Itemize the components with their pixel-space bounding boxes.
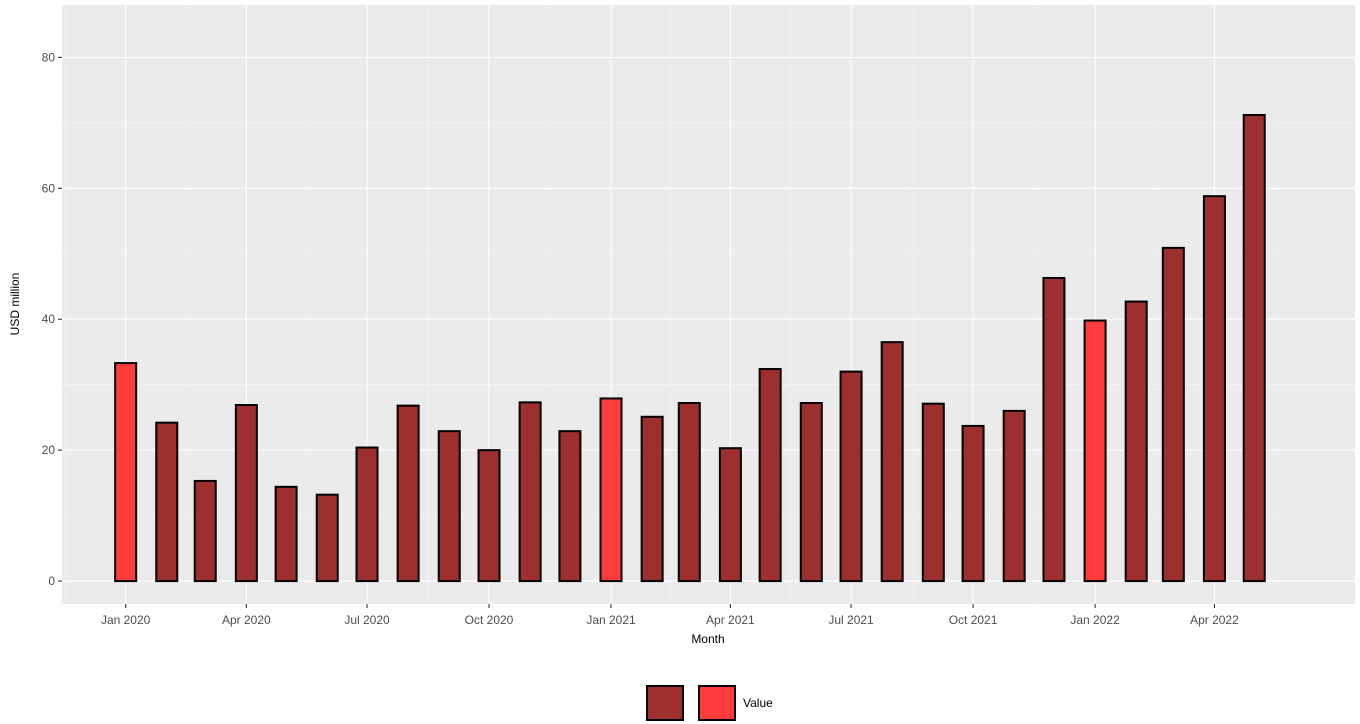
bar [1124, 300, 1148, 583]
bar [558, 430, 582, 583]
bar [880, 341, 904, 583]
bar [640, 415, 664, 583]
legend-key [698, 685, 736, 721]
y-tick-label: 60 [42, 181, 56, 195]
x-tick-label: Apr 2022 [1190, 613, 1239, 627]
bar [1161, 246, 1185, 583]
x-tick-label: Apr 2020 [222, 613, 271, 627]
bar [315, 493, 339, 583]
bar [961, 424, 985, 583]
x-axis: Jan 2020 Apr 2020 Jul 2020 Oct 2020 Jan 2021… [101, 604, 1239, 627]
x-tick-label: Jan 2020 [101, 613, 151, 627]
bar [274, 485, 298, 583]
y-tick-label: 40 [42, 312, 56, 326]
bar [1242, 113, 1266, 583]
y-tick-label: 80 [42, 50, 56, 64]
legend: Value [646, 685, 773, 721]
bars [114, 113, 1266, 583]
bar [193, 479, 217, 583]
bar [839, 370, 863, 583]
bar [718, 447, 742, 583]
bar [1202, 195, 1226, 583]
bar [1002, 409, 1026, 583]
bar [396, 404, 420, 583]
x-axis-title: Month [691, 632, 724, 646]
bar [437, 430, 461, 583]
bar [155, 421, 179, 583]
bar [518, 401, 542, 583]
legend-key [646, 685, 684, 721]
legend-label: Value [743, 696, 773, 710]
bar [114, 362, 138, 583]
x-tick-label: Apr 2021 [706, 613, 755, 627]
y-axis-title: USD million [8, 273, 22, 336]
y-axis: 0 20 40 60 80 [42, 50, 62, 588]
x-tick-label: Jan 2022 [1070, 613, 1120, 627]
x-tick-label: Jan 2021 [586, 613, 636, 627]
grid-minor [62, 5, 1355, 604]
bar [799, 402, 823, 583]
bar [234, 403, 258, 583]
bar [599, 397, 623, 583]
bar [477, 449, 501, 583]
bar [355, 446, 379, 583]
y-tick-label: 0 [48, 574, 55, 588]
bar [1042, 276, 1066, 583]
x-tick-label: Jul 2020 [344, 613, 390, 627]
x-tick-label: Oct 2021 [949, 613, 998, 627]
bar [921, 402, 945, 583]
bar [758, 367, 782, 583]
y-tick-label: 20 [42, 443, 56, 457]
x-tick-label: Jul 2021 [828, 613, 874, 627]
bar [677, 402, 701, 583]
x-tick-label: Oct 2020 [465, 613, 514, 627]
bar [1083, 319, 1107, 583]
